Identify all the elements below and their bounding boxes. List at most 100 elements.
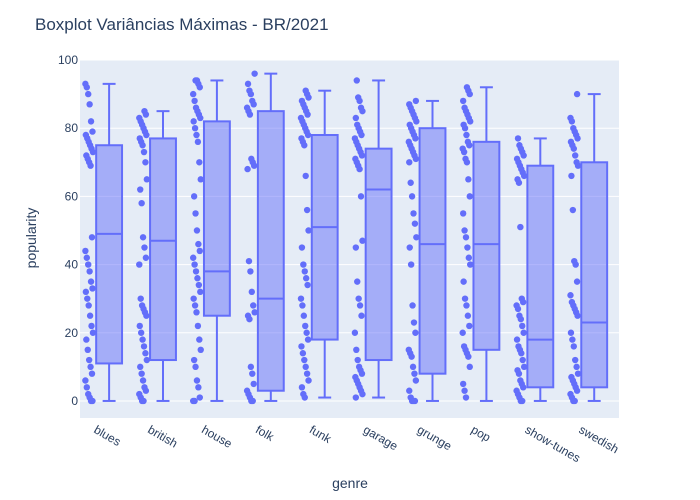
data-point (412, 377, 420, 384)
data-point (143, 312, 150, 319)
data-point (247, 90, 255, 98)
data-point (87, 118, 95, 125)
y-tick-labels: 0 20 40 60 80 100 (58, 53, 78, 408)
data-point (406, 244, 413, 251)
data-point (196, 247, 203, 255)
data-point (247, 363, 255, 371)
data-point (570, 145, 577, 152)
data-point (351, 329, 359, 336)
data-point (197, 288, 204, 296)
data-point (249, 370, 256, 377)
data-point (139, 234, 147, 241)
data-point (517, 223, 524, 231)
iqr-box (364, 147, 393, 362)
data-point (358, 312, 365, 319)
data-point (411, 220, 419, 227)
data-point (191, 261, 198, 268)
data-point (301, 142, 308, 149)
data-point (83, 384, 91, 391)
data-point (459, 210, 467, 217)
data-point (244, 165, 251, 173)
data-point (461, 227, 468, 234)
data-point (85, 261, 92, 268)
data-point (305, 94, 312, 101)
data-point (197, 114, 204, 122)
data-point (301, 356, 308, 364)
iqr-box (310, 134, 339, 341)
data-point (574, 135, 581, 142)
data-point (568, 118, 576, 125)
data-point (303, 329, 310, 336)
data-point (411, 370, 418, 377)
data-point (301, 394, 308, 401)
data-point (356, 165, 363, 173)
data-point (194, 138, 202, 146)
data-point (196, 336, 203, 343)
data-point (142, 111, 150, 118)
data-point (137, 329, 145, 336)
data-point (189, 90, 197, 98)
data-point (356, 97, 363, 105)
box-folk (256, 72, 285, 402)
data-point (140, 148, 148, 156)
data-point (412, 329, 419, 336)
data-point (567, 292, 574, 299)
iqr-box (580, 161, 609, 389)
data-point (514, 305, 522, 313)
data-point (191, 397, 198, 405)
data-point (84, 346, 91, 354)
data-point (141, 244, 148, 251)
data-point (519, 298, 527, 306)
data-point (407, 261, 415, 268)
data-point (302, 172, 309, 180)
data-point (88, 370, 96, 377)
data-point (304, 111, 311, 118)
data-point (573, 363, 580, 371)
iqr-box (526, 164, 555, 389)
data-point (250, 380, 257, 388)
data-point (410, 319, 418, 326)
data-point (304, 281, 311, 289)
data-point (467, 118, 474, 125)
data-point (247, 268, 254, 275)
data-point (248, 288, 256, 296)
iqr-box (256, 110, 285, 392)
data-point (303, 206, 311, 214)
data-point (359, 107, 366, 115)
iqr-box (202, 120, 231, 317)
data-point (412, 155, 420, 163)
data-point (464, 244, 471, 251)
data-point (461, 295, 469, 302)
data-point (409, 363, 417, 371)
data-point (196, 159, 203, 166)
data-point (193, 227, 201, 234)
data-point (197, 346, 204, 354)
data-point (461, 124, 469, 132)
data-point (87, 363, 94, 371)
data-point (567, 329, 575, 336)
data-point (244, 80, 252, 88)
data-point (139, 377, 147, 384)
data-point (251, 70, 258, 77)
data-point (86, 268, 93, 275)
data-point (459, 97, 467, 105)
data-point (193, 377, 201, 384)
data-point (192, 363, 199, 371)
data-point (411, 397, 419, 405)
chart-title: Boxplot Variâncias Máximas - BR/2021 (35, 15, 329, 34)
data-point (86, 312, 94, 319)
box-swedish (580, 93, 609, 402)
data-point (297, 295, 305, 302)
data-point (298, 244, 306, 251)
data-point (194, 275, 201, 282)
data-point (354, 356, 361, 364)
data-point (140, 397, 147, 405)
data-point (520, 172, 528, 180)
data-point (137, 186, 144, 193)
data-point (246, 111, 254, 118)
data-point (574, 370, 582, 377)
data-point (513, 336, 521, 343)
data-point (139, 142, 146, 149)
data-point (352, 114, 360, 122)
data-point (465, 353, 472, 360)
